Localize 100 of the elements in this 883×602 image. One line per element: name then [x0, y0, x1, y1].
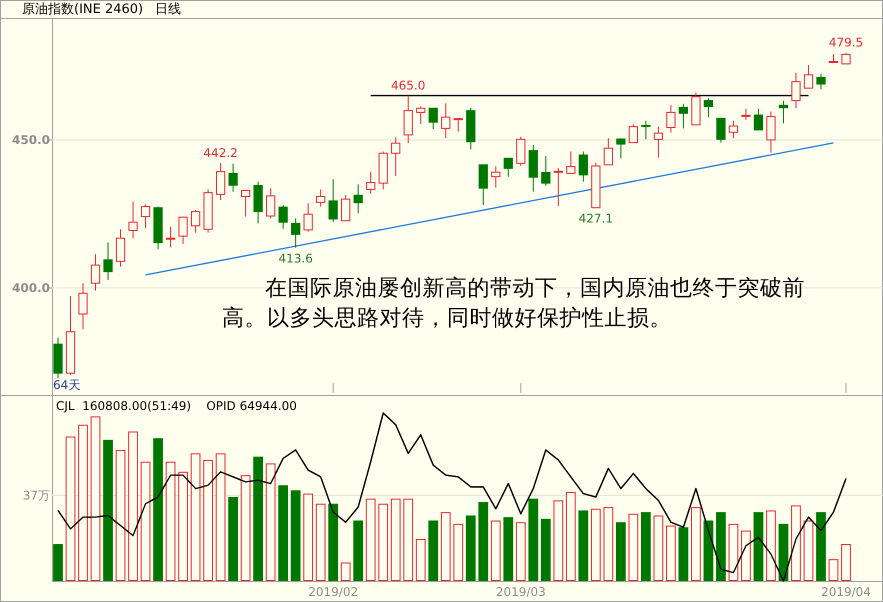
- bar: [340, 562, 351, 581]
- bar: [166, 462, 176, 581]
- candlestick: [140, 204, 150, 229]
- bar: [203, 460, 213, 581]
- bar: [66, 436, 76, 581]
- bar: [716, 512, 726, 581]
- bar: [578, 510, 588, 581]
- candlestick: [428, 108, 438, 130]
- bar: [328, 504, 338, 581]
- bar: [766, 510, 776, 581]
- candlestick: [391, 136, 400, 177]
- bar: [566, 492, 576, 581]
- bar: [140, 462, 150, 581]
- bar: [704, 520, 714, 581]
- bar: [190, 453, 200, 581]
- bar: [366, 498, 376, 581]
- candlestick: [516, 136, 526, 166]
- candlestick: [454, 118, 463, 132]
- bar: [841, 544, 851, 581]
- candlestick: [741, 108, 751, 120]
- bar: [178, 472, 188, 581]
- bar: [416, 539, 426, 581]
- bar: [791, 505, 801, 581]
- bar: [240, 475, 250, 581]
- candlestick: [728, 120, 738, 139]
- bar: [590, 508, 601, 581]
- bar: [553, 500, 564, 581]
- candlestick: [291, 218, 300, 248]
- candlestick: [228, 163, 238, 192]
- candlestick: [678, 103, 688, 129]
- bar: [741, 530, 751, 581]
- chart-title: 原油指数(INE 2460): [22, 2, 144, 17]
- candlestick: [478, 164, 488, 206]
- bar: [353, 520, 364, 581]
- bar: [266, 463, 276, 581]
- candlestick: [641, 120, 650, 140]
- candlestick: [190, 209, 200, 234]
- x-tick-label: 2019/04: [821, 585, 871, 599]
- candlestick: [116, 228, 126, 268]
- candlestick: [266, 188, 276, 219]
- candlestick: [804, 64, 814, 89]
- bar: [153, 438, 163, 581]
- bar: [666, 526, 676, 581]
- candlestick: [704, 98, 714, 118]
- candlestick: [541, 155, 550, 186]
- candlestick: [554, 168, 563, 206]
- candlestick: [216, 162, 226, 201]
- bar: [640, 512, 651, 581]
- candlestick: [90, 254, 100, 292]
- bar: [290, 490, 301, 581]
- ref-line-label: 37万: [22, 488, 50, 502]
- bar: [816, 512, 826, 581]
- x-tick-label: 2019/03: [496, 585, 546, 599]
- candlestick: [504, 158, 513, 178]
- annotation: 427.1: [578, 212, 614, 226]
- candlestick: [716, 118, 726, 144]
- bar: [316, 504, 326, 581]
- bar: [628, 514, 638, 581]
- candlestick: [666, 104, 676, 134]
- bar: [278, 485, 288, 581]
- bar: [303, 494, 314, 581]
- annotation: 465.0: [391, 78, 426, 93]
- bar: [378, 504, 388, 581]
- candlestick: [754, 108, 764, 130]
- bar: [53, 544, 63, 581]
- y-tick-label: 400.0: [12, 280, 50, 295]
- annotation: 442.2: [203, 146, 238, 160]
- x-tick-label: 2019/02: [308, 585, 358, 599]
- annotation: 413.6: [278, 252, 313, 266]
- bar: [428, 520, 438, 581]
- bar: [754, 512, 764, 581]
- bar: [228, 497, 238, 581]
- bar: [103, 440, 113, 581]
- annotation: 在国际原油屡创新高的带动下，国内原油也终于突破前高。以多头思路对待，同时做好保护性止损。: [222, 275, 806, 333]
- candlestick: [103, 242, 113, 280]
- candlestick: [654, 126, 664, 158]
- candlestick: [278, 204, 288, 230]
- bar: [403, 498, 414, 581]
- bar: [678, 527, 688, 581]
- candlestick: [628, 124, 638, 144]
- candlestick: [766, 111, 776, 154]
- bar: [453, 524, 464, 581]
- candlestick: [791, 72, 801, 109]
- bar: [603, 507, 614, 581]
- candlestick: [441, 102, 450, 139]
- candlestick: [304, 202, 313, 232]
- bar: [540, 518, 551, 581]
- bar: [253, 456, 264, 581]
- candlestick: [166, 226, 176, 248]
- bar: [216, 453, 226, 581]
- bar: [478, 502, 488, 581]
- candlestick: [328, 178, 338, 223]
- chart-subtitle: 日线: [155, 2, 181, 17]
- bar: [778, 524, 788, 581]
- bar: [804, 520, 814, 581]
- bar: [90, 416, 100, 581]
- bar: [116, 450, 126, 581]
- candlestick: [816, 73, 826, 90]
- bar: [516, 522, 526, 581]
- y-tick-label: 450.0: [12, 132, 50, 147]
